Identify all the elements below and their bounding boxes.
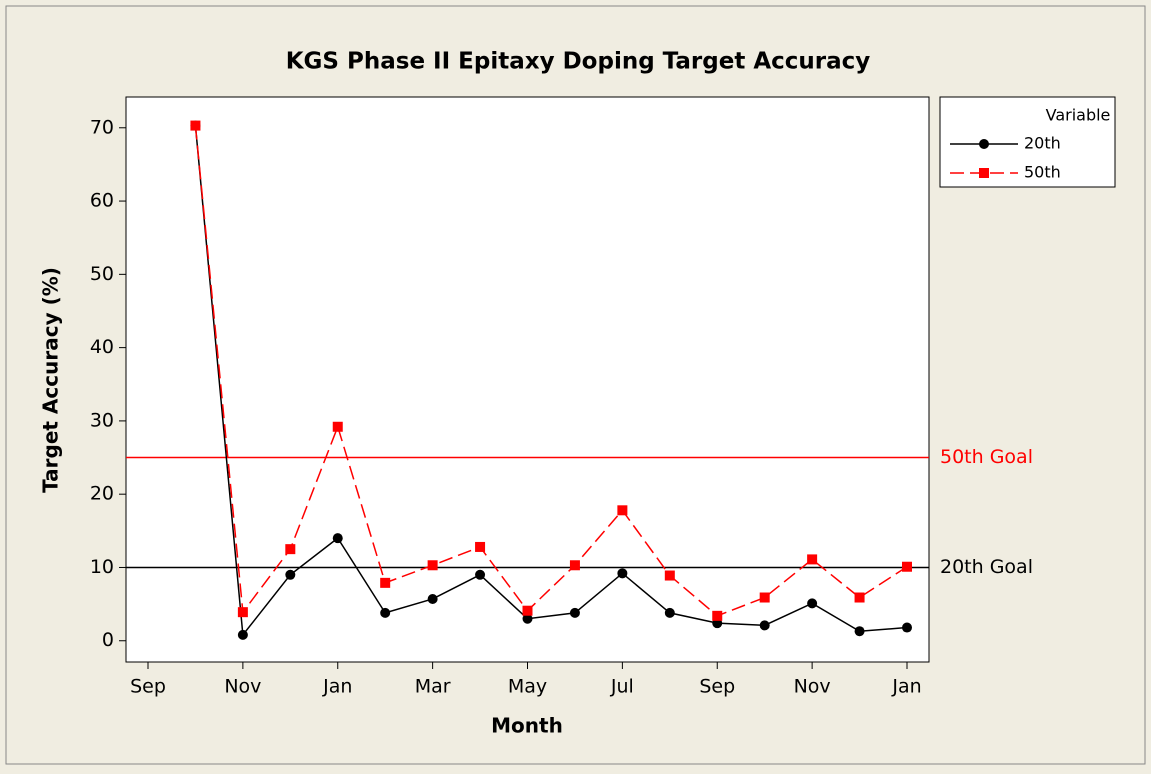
point [902,622,912,633]
point [427,593,438,604]
point [712,610,723,621]
y-tick-label: 20 [90,483,114,505]
x-tick-label: Nov [224,676,261,698]
reference-label: 50th Goal [940,446,1033,468]
y-tick-label: 50 [90,263,114,285]
y-tick-label: 40 [90,336,114,358]
point [664,570,675,581]
x-tick-label: Sep [130,676,166,698]
point [664,607,675,618]
legend-marker [979,139,989,149]
point [380,607,391,618]
series-line [194,125,908,617]
y-axis-label: Target Accuracy (%) [39,267,63,493]
point [332,533,343,544]
point [759,620,770,631]
point [522,605,533,616]
point [854,626,865,637]
x-tick-label: Jan [891,676,921,698]
point [190,120,201,131]
point [569,607,580,618]
y-tick-label: 10 [90,556,114,578]
y-tick-label: 0 [102,629,114,651]
y-tick-label: 60 [90,190,114,212]
point [617,505,628,516]
legend-marker [979,168,989,178]
point [617,568,628,579]
point [854,592,865,603]
x-tick-label: Mar [415,676,451,698]
x-tick-label: Nov [794,676,831,698]
point [759,592,770,603]
point [237,629,248,640]
y-tick-label: 70 [90,116,114,138]
point [807,554,818,565]
legend-label: 20th [1024,134,1061,153]
legend-label: 50th [1024,163,1061,182]
point [569,560,580,571]
point [475,541,486,552]
legend-title: Variable [1046,106,1111,125]
point [380,577,391,588]
x-tick-label: Sep [699,676,735,698]
point [902,561,912,572]
plot-area [125,96,930,663]
series-line [194,125,908,637]
point [237,607,248,618]
point [522,613,533,624]
point [285,569,296,580]
point [332,421,343,432]
point [427,560,438,571]
y-tick-label: 30 [90,409,114,431]
x-axis-label: Month [491,714,563,738]
x-tick-label: Jan [322,676,352,698]
point [285,544,296,555]
point [475,569,486,580]
legend-box [939,96,1116,188]
chart-title: KGS Phase II Epitaxy Doping Target Accur… [286,49,871,75]
point [807,598,818,609]
reference-label: 20th Goal [940,556,1033,578]
x-tick-label: Jul [610,676,634,698]
x-tick-label: May [508,676,547,698]
